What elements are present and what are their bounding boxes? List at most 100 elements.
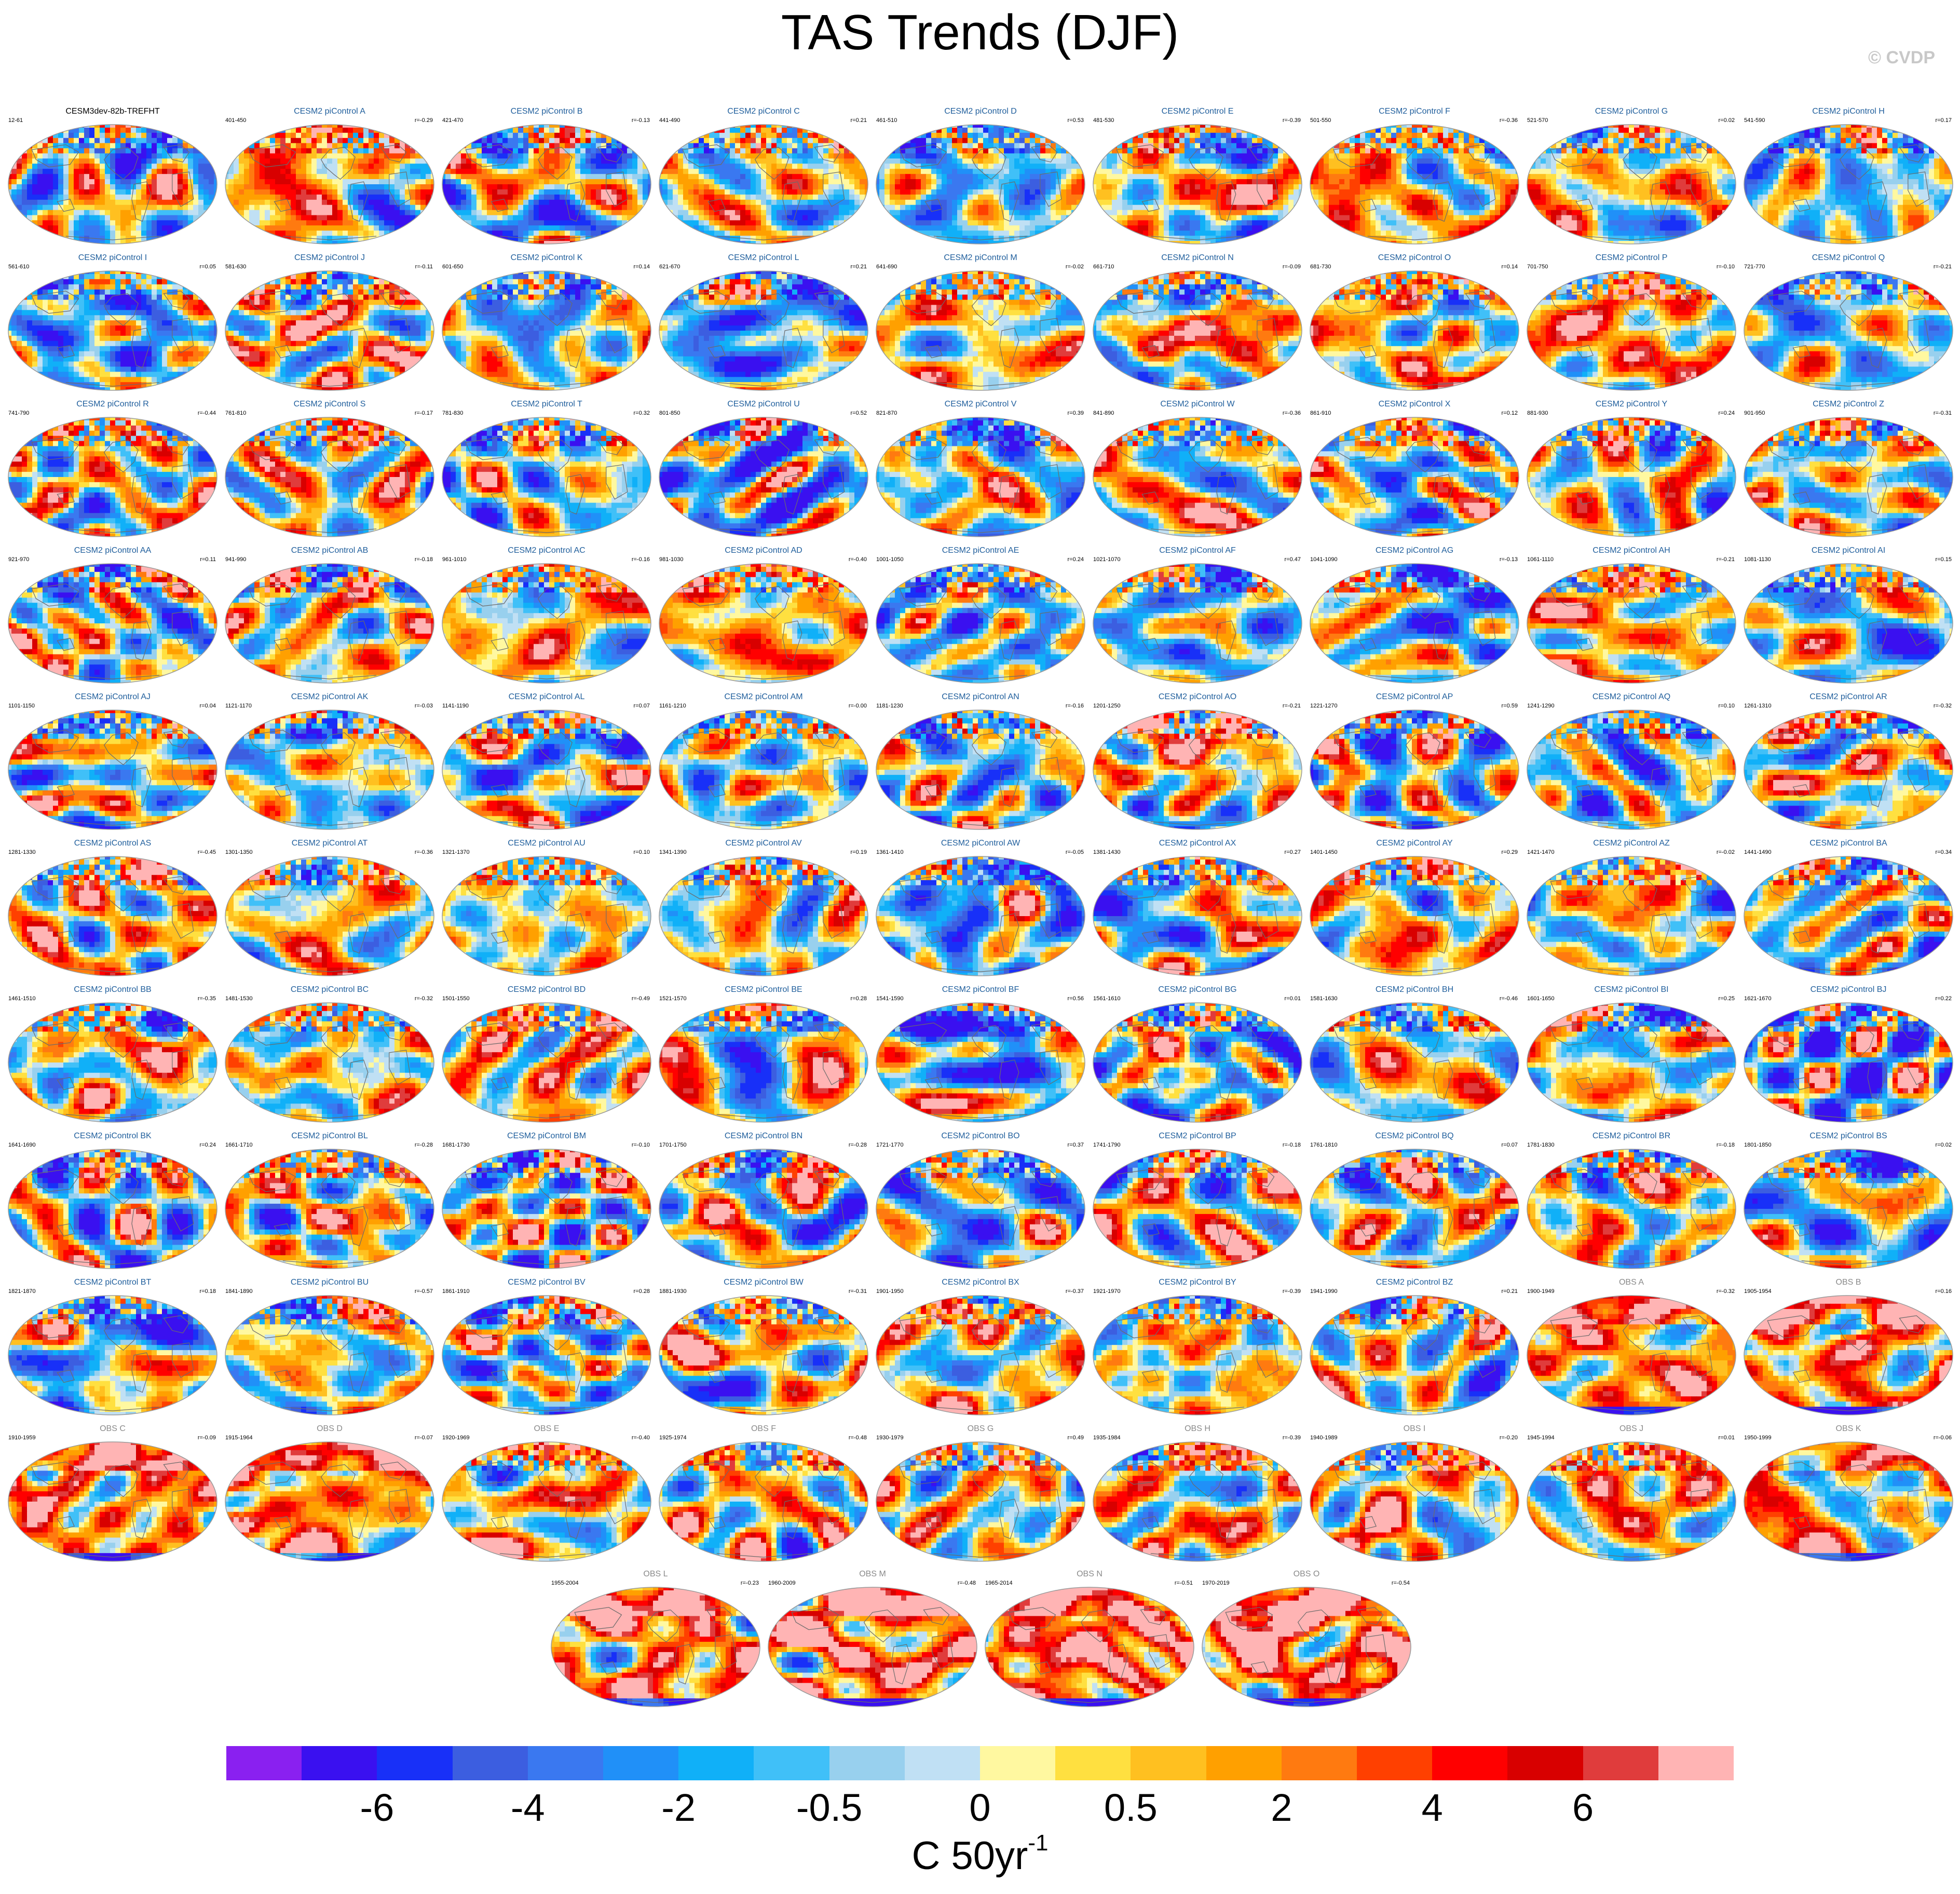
trend-cell <box>167 138 173 144</box>
trend-cell <box>265 148 270 154</box>
trend-cell <box>834 122 839 128</box>
trend-cell <box>792 189 798 195</box>
trend-cell <box>921 148 927 154</box>
trend-cell <box>699 122 704 128</box>
trend-cell <box>657 225 663 231</box>
trend-cell <box>648 220 653 226</box>
trend-cell <box>725 210 730 216</box>
trend-cell <box>534 220 539 226</box>
trend-cell <box>761 195 767 200</box>
trend-cell <box>193 133 199 138</box>
trend-cell <box>79 210 85 216</box>
trend-cell <box>58 225 64 231</box>
trend-cell <box>1077 230 1082 236</box>
trend-cell <box>415 163 421 169</box>
trend-cell <box>203 138 209 144</box>
trend-cell <box>632 143 638 149</box>
trend-cell <box>348 138 353 144</box>
trend-cell <box>884 128 890 133</box>
trend-cell <box>291 195 296 200</box>
trend-cell <box>601 215 607 221</box>
trend-cell <box>306 210 312 216</box>
trend-cell <box>100 169 105 174</box>
trend-cell <box>37 174 43 180</box>
trend-cell <box>766 200 772 206</box>
trend-cell <box>400 143 405 149</box>
trend-cell <box>916 122 921 128</box>
trend-cell <box>426 225 431 231</box>
trend-cell <box>249 230 255 236</box>
trend-cell <box>445 133 451 138</box>
trend-cell <box>879 169 885 174</box>
trend-cell <box>53 236 59 241</box>
trend-cell <box>962 184 968 190</box>
trend-cell <box>648 128 653 133</box>
trend-cell <box>792 200 798 206</box>
trend-cell <box>502 225 508 231</box>
trend-cell <box>549 205 555 211</box>
trend-cell <box>1051 122 1056 128</box>
trend-cell <box>865 220 870 226</box>
trend-cell <box>126 169 131 174</box>
trend-cell <box>136 210 142 216</box>
trend-cell <box>865 225 870 231</box>
trend-cell <box>854 220 860 226</box>
trend-cell <box>239 184 244 190</box>
trend-cell <box>709 189 715 195</box>
trend-cell <box>100 220 105 226</box>
trend-cell <box>849 184 855 190</box>
trend-cell <box>410 174 416 180</box>
trend-cell <box>643 210 648 216</box>
trend-cell <box>461 138 467 144</box>
trend-cell <box>152 230 157 236</box>
trend-cell <box>802 169 808 174</box>
trend-cell <box>968 189 973 195</box>
trend-cell <box>389 163 395 169</box>
trend-cell <box>849 195 855 200</box>
trend-map <box>440 122 653 246</box>
trend-cell <box>405 205 411 211</box>
trend-cell <box>285 189 291 195</box>
trend-cell <box>374 154 379 159</box>
trend-cell <box>152 179 157 185</box>
trend-cell <box>1056 241 1061 246</box>
trend-cell <box>683 133 689 138</box>
trend-cell <box>1035 236 1041 241</box>
trend-cell <box>756 169 761 174</box>
trend-cell <box>957 169 963 174</box>
trend-cell <box>183 220 188 226</box>
trend-cell <box>693 169 699 174</box>
trend-cell <box>849 158 855 164</box>
trend-cell <box>1082 158 1087 164</box>
trend-cell <box>209 230 214 236</box>
trend-cell <box>63 154 69 159</box>
trend-cell <box>657 163 663 169</box>
trend-cell <box>420 158 426 164</box>
trend-cell <box>410 236 416 241</box>
trend-cell <box>657 241 663 246</box>
trend-cell <box>420 138 426 144</box>
trend-cell <box>518 220 524 226</box>
trend-cell <box>322 169 328 174</box>
trend-cell <box>704 189 710 195</box>
trend-cell <box>617 220 622 226</box>
trend-cell <box>126 210 131 216</box>
trend-cell <box>69 184 74 190</box>
trend-cell <box>332 163 338 169</box>
trend-cell <box>379 195 385 200</box>
trend-cell <box>539 122 545 128</box>
trend-cell <box>172 210 178 216</box>
trend-cell <box>849 205 855 211</box>
trend-cell <box>931 122 937 128</box>
trend-cell <box>668 205 673 211</box>
trend-cell <box>17 230 22 236</box>
trend-cell <box>120 174 126 180</box>
trend-cell <box>63 205 69 211</box>
trend-cell <box>260 200 265 206</box>
trend-cell <box>415 189 421 195</box>
trend-cell <box>688 241 694 246</box>
trend-cell <box>223 200 229 206</box>
trend-cell <box>884 195 890 200</box>
trend-cell <box>337 138 343 144</box>
trend-cell <box>988 215 994 221</box>
